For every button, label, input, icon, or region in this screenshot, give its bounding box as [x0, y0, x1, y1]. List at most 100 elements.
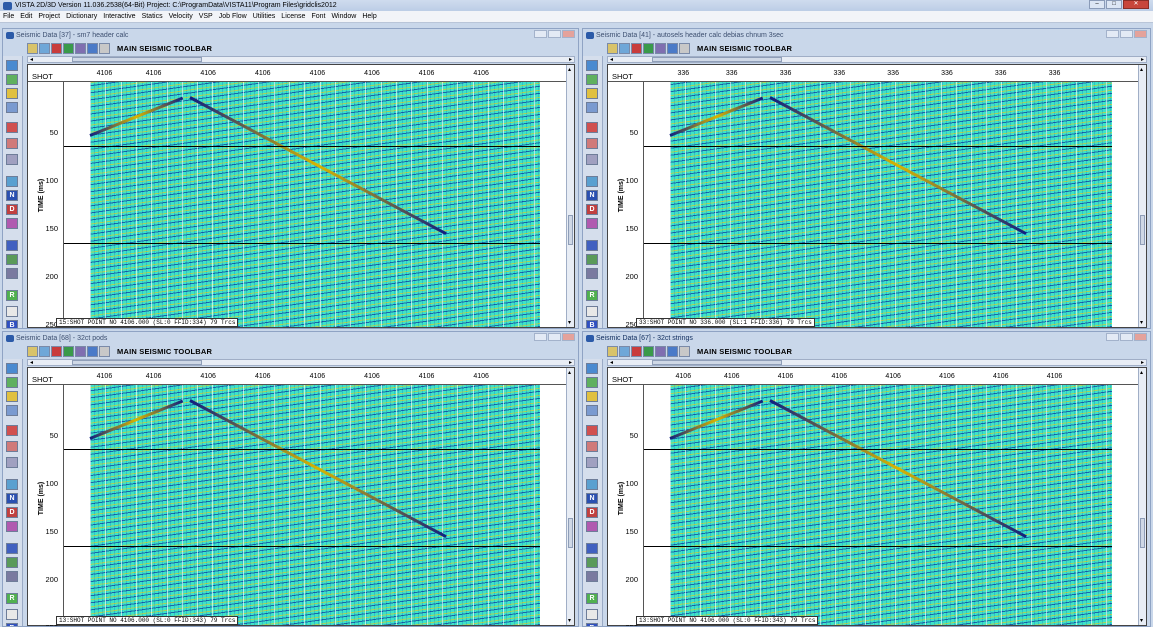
palette-tool-3[interactable]	[6, 88, 18, 99]
seismic-traces[interactable]	[64, 82, 540, 327]
palette-tool-2[interactable]	[586, 74, 598, 85]
toolbar-tool-7-icon[interactable]	[679, 43, 690, 54]
toolbar-tool-1-icon[interactable]	[607, 43, 618, 54]
toolbar-tool-3-icon[interactable]	[631, 43, 642, 54]
seismic-plot[interactable]: SHOT 336 336 336 336 336 336 336 336 TIME (ms) 50 1…	[607, 64, 1147, 328]
toolbar-tool-4-icon[interactable]	[643, 43, 654, 54]
palette-tool-1[interactable]	[586, 60, 598, 71]
palette-tool-4[interactable]	[586, 405, 598, 416]
scroll-right-icon[interactable]: ▸	[568, 57, 572, 63]
scroll-thumb[interactable]	[72, 57, 202, 62]
close-icon[interactable]: ✕	[1123, 0, 1149, 9]
palette-tool-2[interactable]	[6, 74, 18, 85]
palette-tool-9[interactable]: N	[6, 493, 18, 504]
maximize-icon[interactable]	[1120, 333, 1133, 341]
palette-tool-3[interactable]	[586, 88, 598, 99]
scroll-up-icon[interactable]: ▴	[1140, 67, 1144, 73]
menu-dictionary[interactable]: Dictionary	[66, 13, 98, 20]
palette-tool-6[interactable]	[586, 441, 598, 452]
palette-tool-6[interactable]	[586, 138, 598, 149]
scroll-thumb[interactable]	[568, 518, 573, 548]
minimize-icon[interactable]	[534, 333, 547, 341]
seismic-traces[interactable]	[644, 385, 1112, 625]
palette-tool-2[interactable]	[586, 377, 598, 388]
toolbar-tool-5-icon[interactable]	[75, 346, 86, 357]
palette-tool-14[interactable]	[6, 268, 18, 279]
minimize-icon[interactable]	[1106, 30, 1119, 38]
horizontal-scrollbar[interactable]: ◂ ▸	[607, 56, 1147, 63]
menu-font[interactable]: Font	[311, 13, 326, 20]
palette-tool-3[interactable]	[586, 391, 598, 402]
palette-tool-4[interactable]	[6, 405, 18, 416]
palette-tool-11[interactable]	[586, 218, 598, 229]
maximize-icon[interactable]: □	[1106, 0, 1122, 9]
palette-tool-9[interactable]: N	[586, 190, 598, 201]
toolbar-tool-6-icon[interactable]	[667, 346, 678, 357]
scroll-thumb[interactable]	[72, 360, 202, 365]
scroll-thumb[interactable]	[652, 360, 782, 365]
palette-tool-10[interactable]: D	[586, 204, 598, 215]
seismic-window[interactable]: Seismic Data [41] - autosels header calc…	[582, 28, 1151, 329]
menu-file[interactable]: File	[3, 13, 15, 20]
horizontal-scrollbar[interactable]: ◂ ▸	[27, 56, 575, 63]
palette-tool-6[interactable]	[6, 441, 18, 452]
horizontal-scrollbar[interactable]: ◂ ▸	[607, 359, 1147, 366]
toolbar-tool-5-icon[interactable]	[655, 346, 666, 357]
window-title-bar[interactable]: Seismic Data [67] - 32ct strings	[583, 332, 1150, 344]
toolbar-tool-2-icon[interactable]	[39, 43, 50, 54]
seismic-window[interactable]: Seismic Data [67] - 32ct strings MAIN SEI…	[582, 331, 1151, 627]
seismic-plot[interactable]: SHOT 4106 4106 4106 4106 4106 4106 4106 4106 TIME…	[27, 367, 575, 626]
palette-tool-11[interactable]	[6, 521, 18, 532]
palette-tool-1[interactable]	[6, 363, 18, 374]
palette-tool-14[interactable]	[586, 268, 598, 279]
scroll-down-icon[interactable]: ▾	[1140, 320, 1144, 326]
toolbar-tool-1-icon[interactable]	[607, 346, 618, 357]
palette-tool-13[interactable]	[6, 557, 18, 568]
palette-tool-8[interactable]	[6, 479, 18, 490]
palette-tool-12[interactable]	[586, 240, 598, 251]
toolbar-tool-4-icon[interactable]	[643, 346, 654, 357]
window-title-bar[interactable]: Seismic Data [68] - 32ct pods	[3, 332, 578, 344]
palette-tool-7[interactable]	[586, 154, 598, 165]
palette-tool-16[interactable]	[6, 306, 18, 317]
palette-tool-13[interactable]	[586, 254, 598, 265]
vertical-scrollbar[interactable]: ▴ ▾	[566, 65, 574, 327]
palette-tool-17[interactable]: B	[6, 320, 18, 328]
palette-tool-10[interactable]: D	[6, 204, 18, 215]
palette-tool-12[interactable]	[6, 240, 18, 251]
vertical-scrollbar[interactable]: ▴ ▾	[1138, 65, 1146, 327]
palette-tool-1[interactable]	[6, 60, 18, 71]
menu-job-flow[interactable]: Job Flow	[218, 13, 247, 20]
palette-tool-15[interactable]: R	[586, 290, 598, 301]
toolbar-tool-6-icon[interactable]	[87, 346, 98, 357]
palette-tool-8[interactable]	[586, 176, 598, 187]
close-icon[interactable]	[1134, 30, 1147, 38]
scroll-right-icon[interactable]: ▸	[1140, 57, 1144, 63]
toolbar-tool-6-icon[interactable]	[87, 43, 98, 54]
toolbar-tool-4-icon[interactable]	[63, 43, 74, 54]
menu-help[interactable]: Help	[362, 13, 377, 20]
palette-tool-5[interactable]	[6, 122, 18, 133]
menu-vsp[interactable]: VSP	[198, 13, 213, 20]
palette-tool-9[interactable]: N	[586, 493, 598, 504]
menu-statics[interactable]: Statics	[141, 13, 163, 20]
palette-tool-16[interactable]	[586, 609, 598, 620]
seismic-traces[interactable]	[644, 82, 1112, 327]
toolbar-tool-3-icon[interactable]	[51, 43, 62, 54]
scroll-up-icon[interactable]: ▴	[1140, 370, 1144, 376]
toolbar-tool-5-icon[interactable]	[75, 43, 86, 54]
palette-tool-14[interactable]	[6, 571, 18, 582]
toolbar-tool-2-icon[interactable]	[619, 346, 630, 357]
palette-tool-5[interactable]	[6, 425, 18, 436]
palette-tool-10[interactable]: D	[586, 507, 598, 518]
scroll-down-icon[interactable]: ▾	[1140, 618, 1144, 624]
maximize-icon[interactable]	[548, 333, 561, 341]
close-icon[interactable]	[562, 30, 575, 38]
seismic-window[interactable]: Seismic Data [37] - sm7 header calc MAIN …	[2, 28, 579, 329]
toolbar-tool-5-icon[interactable]	[655, 43, 666, 54]
palette-tool-12[interactable]	[6, 543, 18, 554]
toolbar-tool-7-icon[interactable]	[99, 346, 110, 357]
palette-tool-17[interactable]: B	[6, 623, 18, 626]
scroll-up-icon[interactable]: ▴	[568, 67, 572, 73]
scroll-thumb[interactable]	[652, 57, 782, 62]
